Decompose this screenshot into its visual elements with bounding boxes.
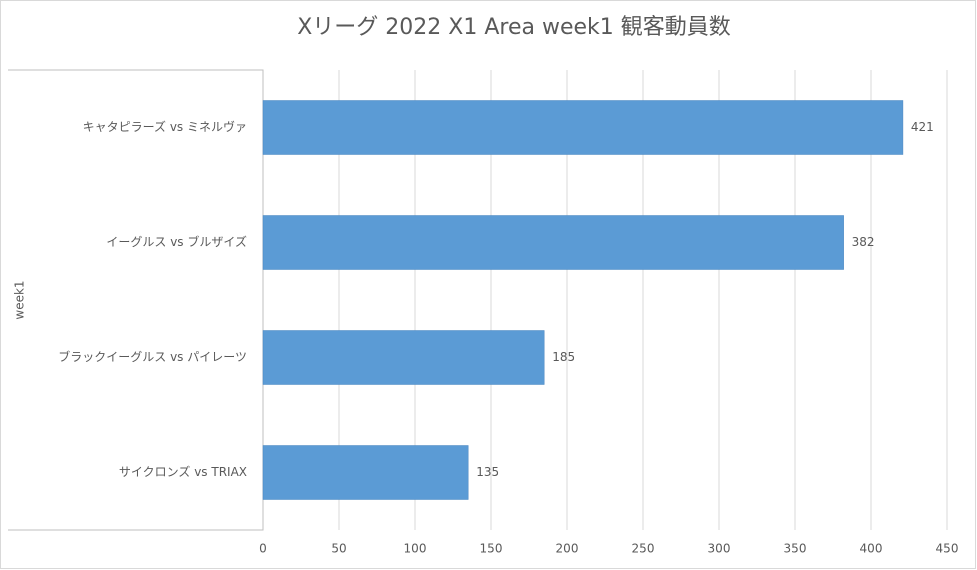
bar: [262, 215, 844, 270]
bar: [262, 100, 904, 155]
x-tick-label: 50: [331, 542, 346, 556]
data-label: 421: [911, 120, 934, 134]
x-tick-label: 450: [936, 542, 959, 556]
bar: [262, 445, 469, 500]
data-label: 185: [552, 350, 575, 364]
group-label: week1: [13, 280, 27, 319]
x-tick-label: 0: [259, 542, 267, 556]
y-tick-label: サイクロンズ vs TRIAX: [119, 464, 247, 479]
y-tick-label: ブラックイーグルス vs パイレーツ: [58, 349, 247, 364]
x-tick-label: 350: [784, 542, 807, 556]
data-label: 382: [852, 235, 875, 249]
y-tick-label: イーグルス vs ブルザイズ: [106, 234, 247, 249]
chart-title: Xリーグ 2022 X1 Area week1 観客動員数: [297, 15, 731, 40]
x-tick-label: 150: [480, 542, 503, 556]
x-tick-label: 300: [708, 542, 731, 556]
data-label: 135: [476, 465, 499, 479]
y-tick-label: キャタピラーズ vs ミネルヴァ: [83, 119, 247, 134]
x-tick-label: 400: [860, 542, 883, 556]
x-tick-label: 250: [632, 542, 655, 556]
category-frame: [8, 69, 264, 531]
bar: [262, 330, 545, 385]
x-tick-label: 200: [556, 542, 579, 556]
x-tick-label: 100: [404, 542, 427, 556]
